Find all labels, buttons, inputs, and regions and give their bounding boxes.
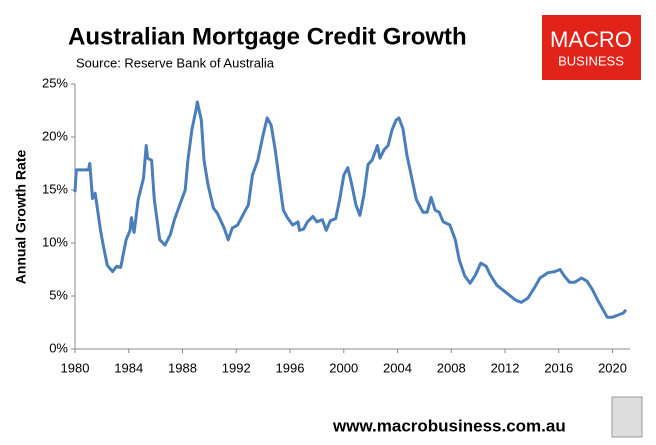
x-tick-label: 2000: [329, 360, 358, 375]
wolf-icon: [611, 396, 643, 438]
x-tick-label: 2020: [598, 360, 627, 375]
data-line: [73, 100, 628, 319]
y-tick-label: 20%: [42, 128, 68, 143]
x-tick-label: 1996: [276, 360, 305, 375]
x-tick-label: 1980: [61, 360, 90, 375]
x-tick-label: 1984: [114, 360, 143, 375]
x-tick-label: 1988: [168, 360, 197, 375]
y-tick-label: 10%: [42, 234, 68, 249]
y-tick-label: 5%: [49, 287, 68, 302]
y-axis-label: Annual Growth Rate: [13, 150, 29, 285]
y-tick-label: 25%: [42, 75, 68, 90]
x-tick-label: 2004: [383, 360, 412, 375]
logo-box: [542, 15, 641, 80]
y-tick-label: 15%: [42, 181, 68, 196]
logo-text: MACRO: [550, 27, 632, 52]
footer-url: www.macrobusiness.com.au: [332, 416, 566, 435]
x-tick-label: 1992: [222, 360, 251, 375]
chart-title: Australian Mortgage Credit Growth: [68, 23, 467, 50]
chart-subtitle: Source: Reserve Bank of Australia: [76, 55, 275, 70]
x-tick-label: 2012: [491, 360, 520, 375]
y-tick-label: 0%: [49, 340, 68, 355]
x-tick-label: 2016: [544, 360, 573, 375]
x-tick-label: 2008: [437, 360, 466, 375]
logo-text: BUSINESS: [558, 53, 624, 68]
